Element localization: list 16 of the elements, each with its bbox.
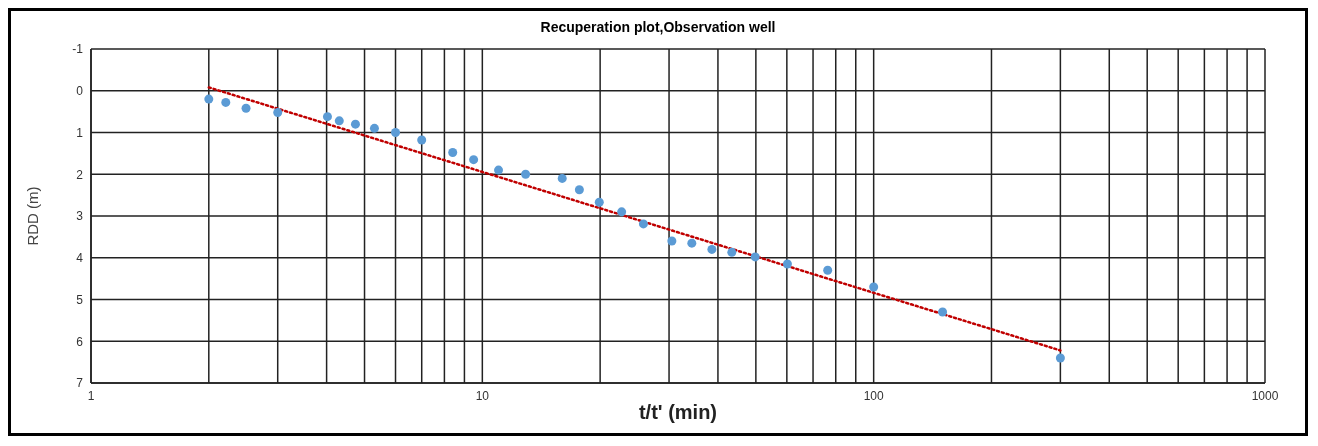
- y-tick-label: 3: [76, 209, 84, 224]
- x-tick-label: 1000: [1251, 388, 1279, 403]
- chart-title: Recuperation plot,Observation well: [539, 19, 777, 35]
- y-tick-label: 7: [76, 376, 84, 391]
- y-tick-label: 6: [76, 334, 84, 349]
- x-tick-label: 1: [87, 388, 95, 403]
- y-tick-label: 4: [76, 251, 84, 266]
- x-tick-label: 10: [475, 388, 490, 403]
- x-axis-title: t/t' (min): [638, 401, 718, 423]
- y-tick-label: 0: [76, 84, 84, 99]
- y-tick-label: 1: [76, 125, 84, 140]
- y-tick-label: 2: [76, 167, 84, 182]
- y-tick-label: -1: [72, 42, 84, 57]
- x-tick-label: 100: [863, 388, 884, 403]
- y-tick-label: 5: [76, 292, 84, 307]
- y-axis-title: RDD (m): [24, 186, 42, 246]
